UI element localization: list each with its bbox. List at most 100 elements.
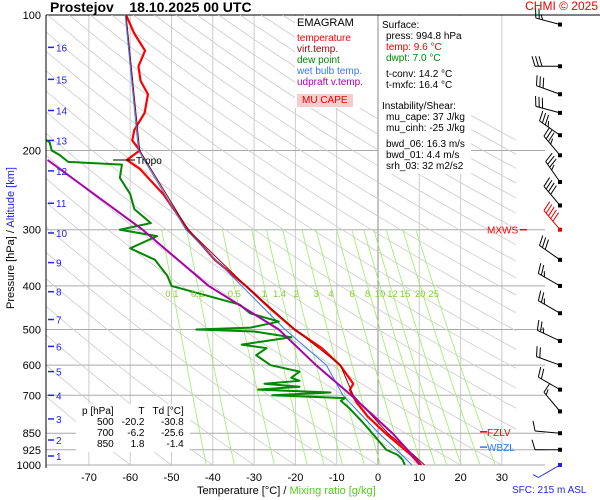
x-tick-label: -70 — [81, 472, 97, 484]
altitude-label: 15 — [56, 75, 68, 86]
wind-barb-flag — [540, 14, 544, 21]
mu-cape: mu_cape: 37 J/kg — [386, 112, 465, 123]
wind-barb-station — [558, 387, 562, 392]
wind-barb-station — [558, 363, 562, 368]
dry-adiabat — [218, 15, 516, 199]
legend-updraft: udpraft v.temp. — [297, 77, 363, 88]
altitude-label: 11 — [56, 199, 67, 210]
wind-barb-flag — [536, 75, 538, 86]
wind-barb-station — [558, 22, 562, 27]
station-name: Prostejov — [50, 0, 114, 15]
mixing-ratio-line — [222, 229, 275, 465]
wind-barb-station — [558, 447, 562, 452]
wind-barb-flag — [535, 56, 539, 67]
dry-adiabat — [46, 111, 516, 430]
altitude-label: 16 — [56, 43, 68, 54]
mixing-ratio-label: 4 — [328, 289, 333, 300]
wind-barb-shaft — [537, 329, 561, 342]
wind-barb-flag — [545, 179, 553, 190]
col-t: T — [138, 406, 145, 417]
wind-barb-flag — [540, 321, 543, 332]
x-tick-label: -10 — [329, 472, 345, 484]
legend-virt-temp: virt.temp. — [297, 44, 339, 55]
dry-adiabat — [196, 15, 516, 214]
wind-barb-flag — [544, 239, 550, 250]
cell: -20.2 — [121, 417, 145, 428]
mixing-ratio-label: 15 — [400, 289, 411, 300]
wind-barb-flag — [552, 212, 560, 222]
wind-barb-flag — [548, 206, 555, 217]
wind-barb-flag — [550, 209, 557, 219]
copyright: CHMI © 2025 — [525, 0, 598, 13]
altitude-label: 14 — [56, 106, 68, 117]
legend-title: EMAGRAM — [297, 17, 354, 29]
wind-barb-flag — [545, 152, 553, 162]
table-row: 850 1.8 -1.4 — [78, 439, 188, 450]
wind-barb-flag — [543, 127, 551, 137]
wind-barb-flag — [550, 138, 554, 145]
y-tick-label: 300 — [23, 225, 41, 237]
wind-barb-flag — [531, 439, 536, 450]
wind-barb-shaft — [536, 85, 561, 95]
mixing-ratio-label: 0.5 — [228, 289, 241, 300]
mixing-ratio-label: 20 — [415, 289, 426, 300]
altitude-label: Altitude [km] — [5, 167, 17, 228]
wind-barb-station — [558, 227, 562, 232]
wind-barb-station — [558, 153, 562, 158]
surface-temp: temp: 9.6 °C — [386, 42, 442, 53]
cell: 700 — [97, 428, 114, 439]
cell: 1.8 — [130, 439, 145, 450]
dry-adiabat — [47, 15, 516, 332]
mixing-ratio-label: 12 — [387, 289, 398, 300]
altitude-label: 7 — [56, 316, 62, 327]
mixing-ratio-line — [385, 229, 462, 465]
t-mxfc: t-mxfc: 16.4 °C — [386, 80, 453, 91]
dry-adiabat — [46, 226, 379, 465]
dry-adiabat — [46, 155, 503, 465]
instability-title: Instability/Shear: — [382, 101, 456, 112]
wind-barb-flag — [542, 77, 545, 89]
cell: -1.4 — [166, 439, 184, 450]
wind-barb-flag — [533, 474, 539, 478]
cell: -6.2 — [127, 428, 145, 439]
dry-adiabat — [46, 177, 461, 465]
pressure-label: Pressure [hPa] — [5, 236, 17, 309]
wind-barb-flag — [531, 56, 536, 67]
wind-barb-flag — [551, 164, 555, 171]
col-p: p [hPa] — [82, 406, 114, 417]
wind-barb-station — [558, 463, 562, 467]
mixing-ratio-label: 6 — [349, 289, 354, 300]
wind-barb-shaft — [535, 430, 561, 434]
wind-barb-flag — [539, 76, 541, 87]
table-header: p [hPa] T Td [°C] — [78, 406, 188, 417]
x-tick-label: 0 — [375, 472, 381, 484]
t-conv: t-conv: 14.2 °C — [386, 69, 453, 80]
wind-barb-flag — [538, 56, 543, 67]
wind-barb-station — [558, 110, 562, 115]
wind-barb-shaft — [535, 105, 561, 114]
altitude-label: 9 — [56, 259, 62, 270]
mu-cinh: mu_cinh: -25 J/kg — [386, 123, 465, 134]
wind-barb-flag — [543, 177, 551, 187]
mixing-ratio-line — [373, 229, 448, 465]
level-label-wbzl: WBZL — [487, 443, 515, 454]
mixing-ratio-line — [161, 229, 207, 465]
surface-altitude: SFC: 215 m ASL — [512, 485, 587, 496]
wind-barb-flag — [539, 347, 541, 358]
x-axis-label: Temperature [°C] / Mixing ratio [g/kg] — [197, 485, 376, 497]
cell: -25.6 — [160, 428, 184, 439]
dry-adiabat — [132, 15, 516, 262]
wind-barb-flag — [540, 264, 545, 276]
temperature-label: Temperature [°C] — [197, 485, 281, 497]
srh-03: srh_03: 32 m2/s2 — [386, 161, 464, 172]
wind-barb-flag — [550, 185, 557, 195]
wind-barb-flag — [539, 235, 544, 246]
dry-adiabat — [46, 132, 516, 451]
x-tick-label: 10 — [413, 472, 425, 484]
mixing-ratio-label: 2 — [294, 289, 299, 300]
y-tick-label: 1000 — [17, 460, 41, 472]
bwd-01: bwd_01: 4.4 m/s — [386, 150, 460, 161]
bwd-06: bwd_06: 16.3 m/s — [386, 139, 465, 150]
mixing-ratio-line — [301, 229, 365, 465]
wind-barb-station — [558, 179, 562, 184]
